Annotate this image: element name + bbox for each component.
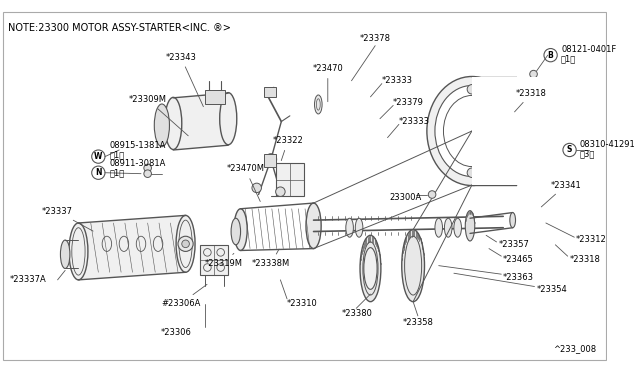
Circle shape xyxy=(467,84,477,94)
Text: *23312: *23312 xyxy=(576,235,607,244)
Text: *23470M: *23470M xyxy=(227,164,264,202)
Ellipse shape xyxy=(360,235,381,302)
Text: *23337: *23337 xyxy=(42,207,93,231)
Bar xyxy=(200,245,228,275)
Text: *23379: *23379 xyxy=(393,98,424,107)
Text: *23354: *23354 xyxy=(536,285,567,294)
Ellipse shape xyxy=(444,218,452,237)
Text: 08310-41291: 08310-41291 xyxy=(580,140,636,149)
Text: *23338M: *23338M xyxy=(252,249,290,268)
Ellipse shape xyxy=(306,203,321,248)
Ellipse shape xyxy=(435,86,509,177)
Text: *23363: *23363 xyxy=(503,273,534,282)
Circle shape xyxy=(144,164,152,172)
Ellipse shape xyxy=(234,209,247,250)
Circle shape xyxy=(428,191,436,198)
Circle shape xyxy=(182,240,189,248)
Text: NOTE:23300 MOTOR ASSY-STARTER<INC. ®>: NOTE:23300 MOTOR ASSY-STARTER<INC. ®> xyxy=(8,23,231,33)
Circle shape xyxy=(265,154,276,165)
Circle shape xyxy=(92,150,105,163)
Text: *23322: *23322 xyxy=(273,136,303,161)
Text: #23306A: #23306A xyxy=(161,284,207,308)
Text: *23378: *23378 xyxy=(360,33,390,43)
Text: 〈1〉: 〈1〉 xyxy=(109,168,125,177)
Bar xyxy=(264,87,276,97)
Circle shape xyxy=(178,236,193,251)
Ellipse shape xyxy=(465,211,475,241)
Ellipse shape xyxy=(220,93,237,145)
Circle shape xyxy=(522,126,532,136)
Text: *23309M: *23309M xyxy=(129,95,188,136)
Ellipse shape xyxy=(364,248,377,289)
Text: *23341: *23341 xyxy=(541,180,581,207)
Bar xyxy=(205,90,225,105)
Text: W: W xyxy=(94,152,102,161)
Ellipse shape xyxy=(346,218,353,237)
Text: *23333: *23333 xyxy=(382,76,413,85)
Text: 〈1〉: 〈1〉 xyxy=(561,54,576,64)
Polygon shape xyxy=(79,215,186,280)
Text: 08915-1381A: 08915-1381A xyxy=(109,141,166,150)
Text: N: N xyxy=(95,168,102,177)
Ellipse shape xyxy=(510,212,515,228)
Bar xyxy=(264,154,276,167)
Text: *23343: *23343 xyxy=(165,52,204,107)
Ellipse shape xyxy=(355,218,363,237)
Circle shape xyxy=(563,143,576,157)
Ellipse shape xyxy=(427,77,517,186)
Circle shape xyxy=(530,70,538,78)
Ellipse shape xyxy=(454,218,461,237)
Text: *23337A: *23337A xyxy=(10,275,47,284)
Ellipse shape xyxy=(435,218,442,237)
Text: *23470: *23470 xyxy=(312,64,343,102)
Ellipse shape xyxy=(176,215,195,272)
Text: *23306: *23306 xyxy=(161,327,191,337)
Text: *23333: *23333 xyxy=(399,117,430,126)
Text: *23318: *23318 xyxy=(515,89,547,112)
Text: *23380: *23380 xyxy=(342,308,373,318)
Ellipse shape xyxy=(164,97,182,150)
Polygon shape xyxy=(173,93,228,150)
Text: *23318: *23318 xyxy=(570,254,600,263)
Text: ^233_008: ^233_008 xyxy=(553,344,596,353)
Text: 08911-3081A: 08911-3081A xyxy=(109,159,166,168)
Bar xyxy=(276,163,304,196)
Text: 08121-0401F: 08121-0401F xyxy=(561,45,616,54)
Text: B: B xyxy=(548,51,554,60)
Ellipse shape xyxy=(314,95,322,114)
Text: 23300A: 23300A xyxy=(389,193,422,202)
Ellipse shape xyxy=(154,104,170,147)
Ellipse shape xyxy=(231,218,241,245)
Text: *23357: *23357 xyxy=(499,240,529,249)
Ellipse shape xyxy=(69,223,88,280)
Text: 〈3〉: 〈3〉 xyxy=(580,149,595,158)
Ellipse shape xyxy=(60,240,70,269)
Circle shape xyxy=(276,187,285,196)
Ellipse shape xyxy=(402,230,424,302)
Circle shape xyxy=(144,170,152,177)
Text: S: S xyxy=(567,145,572,154)
Text: *23319M: *23319M xyxy=(205,253,243,268)
Text: 〈1〉: 〈1〉 xyxy=(109,150,125,159)
Text: *23310: *23310 xyxy=(287,299,318,308)
Circle shape xyxy=(467,168,477,177)
Text: *23358: *23358 xyxy=(403,318,433,327)
Text: *23465: *23465 xyxy=(503,254,534,263)
Bar xyxy=(472,77,538,185)
Circle shape xyxy=(544,48,557,62)
Circle shape xyxy=(92,166,105,179)
Circle shape xyxy=(252,183,261,193)
